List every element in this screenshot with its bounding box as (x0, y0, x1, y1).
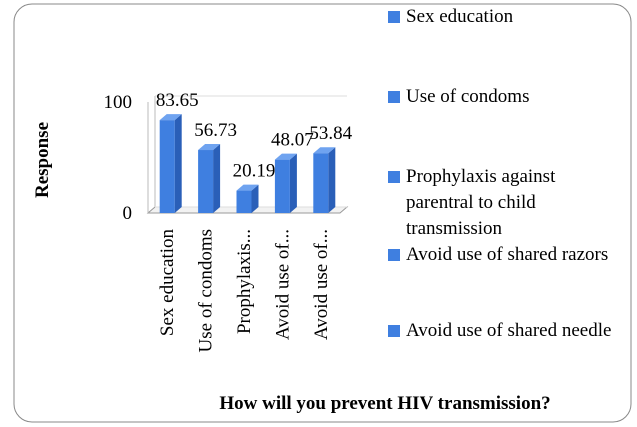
x-tick-label: Avoid use of... (311, 229, 332, 340)
legend-item: Avoid use of shared needle (388, 318, 624, 344)
legend-label: Prophylaxis against parentral to child t… (406, 166, 556, 239)
legend-label: Use of condoms (406, 86, 530, 107)
bar-side (289, 153, 297, 213)
bar-side (213, 144, 221, 213)
bar (236, 184, 259, 213)
legend-swatch (388, 11, 400, 23)
bar-top (236, 184, 259, 191)
legend-label: Avoid use of shared needle (406, 320, 612, 341)
y-tick-label: 100 (104, 92, 133, 113)
bar (274, 153, 297, 213)
x-tick-label: Prophylaxis... (234, 229, 255, 334)
x-tick-label: Use of condoms (196, 229, 217, 352)
bar-front (274, 159, 290, 213)
bar-front (313, 153, 329, 213)
bar (198, 144, 221, 213)
bar-front (236, 190, 252, 213)
bar-side (251, 184, 259, 213)
bar (313, 147, 336, 213)
legend-swatch (388, 91, 400, 103)
legend-item: Sex education (388, 4, 624, 30)
bar-top (198, 144, 221, 151)
data-label: 83.65 (156, 90, 199, 111)
bar-side (174, 114, 182, 213)
data-label: 53.84 (309, 123, 352, 144)
legend-label: Avoid use of shared razors (406, 244, 609, 265)
bar-front (159, 120, 175, 213)
chart-title: How will you prevent HIV transmission? (219, 393, 550, 414)
y-axis-label: Response (32, 122, 53, 198)
legend-swatch (388, 249, 400, 261)
legend-item: Avoid use of shared razors (388, 242, 624, 268)
x-tick-label: Sex education (157, 229, 178, 337)
legend-swatch (388, 171, 400, 183)
y-tick-label: 0 (123, 203, 133, 224)
data-label: 48.07 (271, 130, 314, 151)
legend-item: Prophylaxis against parentral to child t… (388, 164, 624, 242)
bar (159, 114, 182, 213)
bar-top (274, 153, 297, 160)
bar-side (328, 147, 336, 213)
legend-swatch (388, 325, 400, 337)
bar-top (313, 147, 336, 154)
legend-item: Use of condoms (388, 84, 624, 110)
legend-label: Sex education (406, 6, 514, 27)
bar-top (159, 114, 182, 121)
bar-front (198, 150, 214, 213)
x-tick-label: Avoid use of... (272, 229, 293, 340)
data-label: 56.73 (194, 120, 237, 141)
data-label: 20.19 (233, 161, 276, 182)
